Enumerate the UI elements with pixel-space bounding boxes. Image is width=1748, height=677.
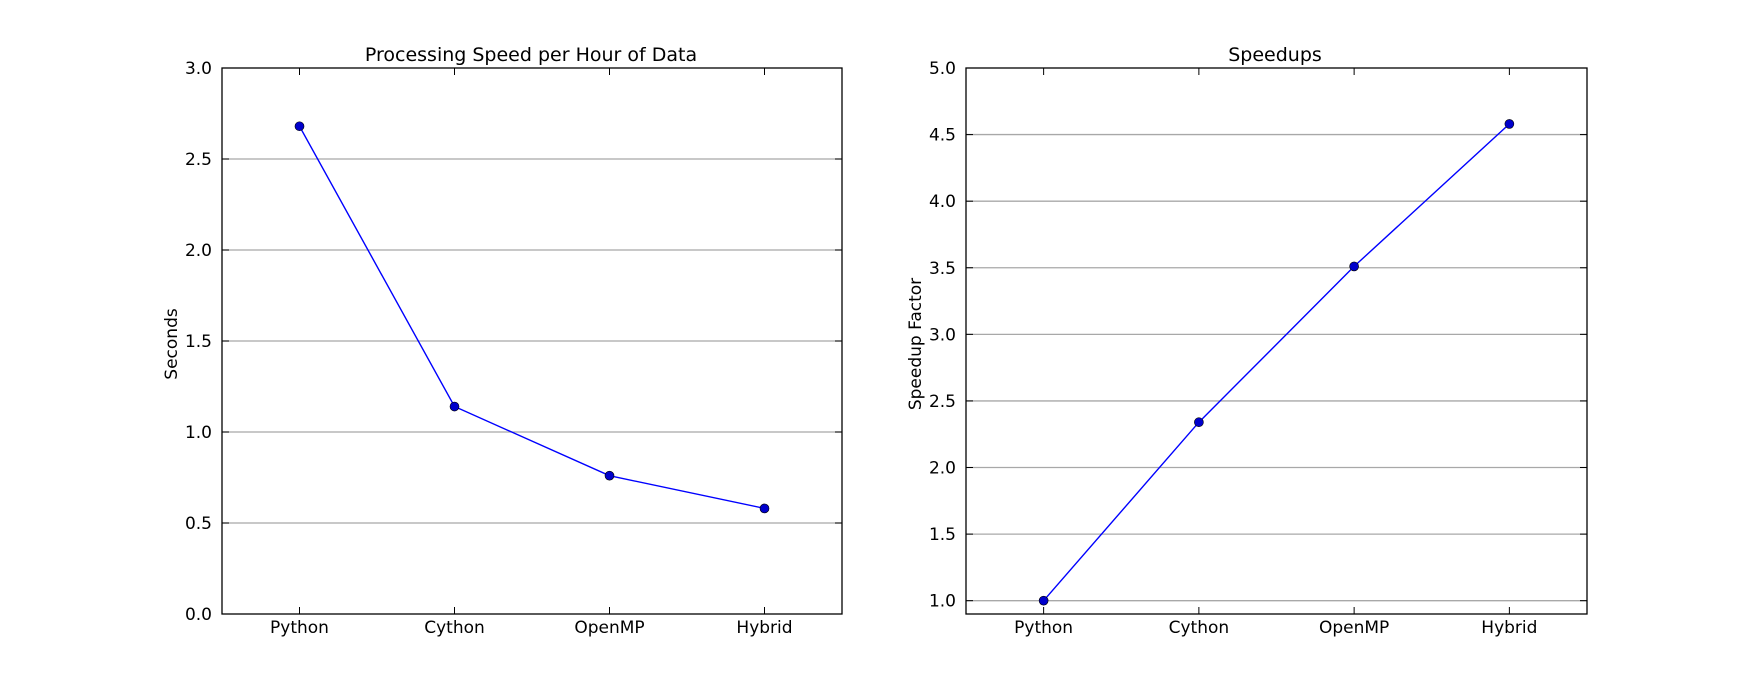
y-tick-label: 3.5 bbox=[929, 259, 956, 279]
data-point bbox=[1038, 595, 1049, 606]
y-axis-label: Seconds bbox=[162, 308, 182, 380]
y-tick-label: 3.0 bbox=[929, 325, 956, 345]
y-tick-label: 2.0 bbox=[929, 459, 956, 479]
plot-area: 0.0 0.5 1.0 1.5 2.0 2.5 3.0 Python Cython OpenMP H… bbox=[185, 59, 843, 638]
chart-processing-speed: Processing Speed per Hour of Data Second… bbox=[162, 44, 843, 638]
data-point bbox=[1504, 119, 1515, 129]
data-point bbox=[604, 470, 615, 481]
data-point bbox=[759, 503, 770, 514]
data-point bbox=[294, 121, 305, 132]
plot-frame bbox=[221, 67, 843, 615]
chart-speedups: Speedups Speedup Factor 1.0 1.5 2.0 2.5 3.0 3… bbox=[906, 44, 1588, 638]
y-tick-label: 0.0 bbox=[185, 605, 212, 625]
x-tick-label: Cython bbox=[424, 618, 485, 638]
y-tick-label: 2.0 bbox=[185, 241, 212, 261]
chart-title: Speedups bbox=[1228, 44, 1322, 66]
y-tick-label: 0.5 bbox=[185, 514, 212, 534]
x-tick-label: Hybrid bbox=[1481, 618, 1537, 638]
y-tick-label: 5.0 bbox=[929, 59, 956, 79]
y-tick-label: 2.5 bbox=[929, 392, 956, 412]
x-tick-label: Python bbox=[270, 618, 329, 638]
x-tick-label: OpenMP bbox=[574, 618, 644, 638]
x-tick-label: Hybrid bbox=[736, 618, 792, 638]
plot-frame bbox=[965, 67, 1588, 615]
series-line bbox=[298, 125, 765, 510]
data-point bbox=[1194, 417, 1204, 428]
data-point bbox=[1349, 261, 1359, 272]
data-point bbox=[449, 401, 460, 412]
y-tick-label: 1.5 bbox=[929, 525, 956, 545]
y-tick-label: 4.0 bbox=[929, 192, 956, 212]
y-tick-label: 3.0 bbox=[185, 59, 212, 79]
chart-title: Processing Speed per Hour of Data bbox=[365, 44, 697, 66]
y-tick-label: 1.5 bbox=[185, 332, 212, 352]
y-tick-label: 4.5 bbox=[929, 126, 956, 146]
x-tick-label: OpenMP bbox=[1319, 618, 1389, 638]
plot-area: 1.0 1.5 2.0 2.5 3.0 3.5 4.0 4.5 5.0 Python Cython O… bbox=[929, 59, 1588, 638]
y-tick-label: 1.0 bbox=[929, 592, 956, 612]
series-line bbox=[1043, 123, 1510, 602]
y-tick-label: 1.0 bbox=[185, 423, 212, 443]
y-axis-label: Speedup Factor bbox=[906, 278, 926, 410]
y-tick-label: 2.5 bbox=[185, 150, 212, 170]
x-tick-label: Cython bbox=[1169, 618, 1230, 638]
x-tick-label: Python bbox=[1014, 618, 1073, 638]
